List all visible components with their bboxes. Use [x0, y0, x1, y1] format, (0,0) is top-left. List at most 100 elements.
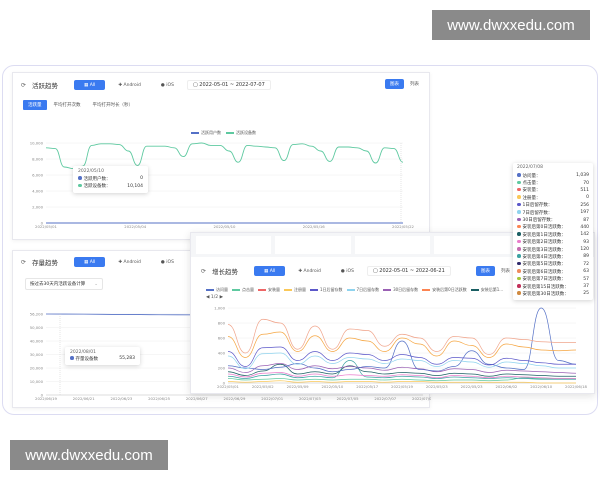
filter-android-button[interactable]: ✚ Android: [291, 266, 328, 276]
tooltip-row: 存量设备数 55,283: [70, 355, 135, 362]
legend-item[interactable]: 30日后留存数: [383, 287, 418, 293]
filter-ios-button[interactable]: ● iOS: [153, 257, 181, 267]
legend-item[interactable]: 点击量: [232, 287, 254, 293]
metric-tabs: 活跃量 平均打开次数 平均打开时长（秒）: [23, 100, 138, 110]
x-tick-label: 2022/05/19: [391, 384, 413, 389]
watermark-top: www.dwxxedu.com: [432, 10, 590, 40]
y-tick-label: 4,000: [32, 188, 43, 193]
y-tick-label: 2,000: [32, 204, 43, 209]
x-tick-label: 2022/07/09: [412, 396, 431, 401]
chart-view-button[interactable]: 图表: [476, 266, 495, 276]
tooltip-row: 安装后第3日活跃数： 120: [517, 246, 589, 253]
legend-item[interactable]: 1日后留存数: [310, 287, 343, 293]
y-tick-label: 10,000: [30, 140, 44, 145]
tooltip-row: 访问量： 1,039: [517, 172, 589, 179]
x-tick-label: 2022/06/25: [148, 396, 170, 401]
y-tick-label: 1,000: [214, 305, 225, 310]
tooltip-row: 30日后留存数： 87: [517, 216, 589, 223]
tab-avg-duration[interactable]: 平均打开时长（秒）: [92, 103, 134, 108]
series-line: [227, 360, 576, 380]
tooltip-row: 安装后第1日活跃数： 142: [517, 231, 589, 238]
date-range-picker[interactable]: ▢ 2022-05-01 ~ 2022-06-21: [366, 266, 451, 276]
filter-all-button[interactable]: ▦ All: [74, 257, 106, 267]
series-line: [227, 318, 576, 355]
summary-card: [434, 236, 510, 254]
y-tick-label: 6,000: [32, 172, 43, 177]
legend-item[interactable]: 安装后第0日活跃数: [422, 287, 467, 293]
date-range-picker[interactable]: ▢ 2022-05-01 ~ 2022-07-07: [186, 80, 271, 90]
legend-item[interactable]: 注册量: [284, 287, 306, 293]
tooltip-row: 7日后留存数： 197: [517, 209, 589, 216]
refresh-icon[interactable]: ⟳: [21, 81, 27, 89]
filter-ios-button[interactable]: ● iOS: [153, 80, 181, 90]
y-tick-label: 800: [218, 320, 226, 325]
x-tick-label: 2022/05/22: [392, 224, 414, 229]
panel-title: 增长趋势: [212, 268, 239, 276]
chart-view-button[interactable]: 图表: [385, 79, 404, 89]
y-tick-label: 56,200: [30, 311, 44, 316]
tooltip-row: 安装后第30日活跃数： 25: [517, 290, 589, 297]
filter-ios-button[interactable]: ● iOS: [333, 266, 361, 276]
series-line: [227, 363, 577, 374]
tooltip-date: 2022/05/10: [78, 169, 104, 174]
active-legend: 活跃用户数 活跃设备数: [191, 130, 256, 136]
x-tick-label: 2022/06/23: [110, 396, 132, 401]
y-tick-label: 40,000: [30, 338, 44, 343]
y-tick-label: 20,000: [30, 365, 44, 370]
refresh-icon[interactable]: ⟳: [201, 267, 207, 275]
y-tick-label: 30,000: [30, 352, 44, 357]
legend-item-devices[interactable]: 活跃设备数: [226, 130, 256, 136]
x-tick-label: 2022/06/10: [530, 384, 552, 389]
legend-pager[interactable]: ◀ 1/2 ▶: [206, 295, 224, 300]
legend-item[interactable]: 安装量: [258, 287, 280, 293]
x-tick-label: 2022/06/21: [73, 396, 95, 401]
active-tooltip: 2022/05/10 活跃用户数： 0 活跃设备数： 10,104: [73, 166, 148, 193]
series-line: [227, 380, 576, 384]
x-tick-label: 2022/05/09: [287, 384, 309, 389]
list-view-button[interactable]: 列表: [406, 79, 423, 89]
tooltip-row: 安装后第4日活跃数： 89: [517, 253, 589, 260]
y-tick-label: 200: [218, 365, 226, 370]
tab-avg-opens[interactable]: 平均打开次数: [53, 103, 81, 108]
filter-all-button[interactable]: ▦ All: [254, 266, 286, 276]
series-line: [227, 346, 576, 367]
list-view-button[interactable]: 列表: [497, 266, 514, 276]
watermark-bottom: www.dwxxedu.com: [10, 440, 168, 470]
x-tick-label: 2022/06/27: [186, 396, 208, 401]
calc-mode-select[interactable]: 按过去30天内活跃设备计算 ⌄: [25, 278, 103, 290]
legend-item-users[interactable]: 活跃用户数: [191, 130, 221, 136]
filter-android-button[interactable]: ✚ Android: [111, 257, 148, 267]
x-tick-label: 2022/05/10: [321, 384, 343, 389]
refresh-icon[interactable]: ⟳: [21, 258, 27, 266]
y-tick-label: 50,000: [30, 325, 44, 330]
x-tick-label: 2022/05/04: [124, 224, 146, 229]
x-tick-label: 2022/06/29: [224, 396, 246, 401]
summary-card: [196, 236, 272, 254]
tab-active-count[interactable]: 活跃量: [23, 100, 47, 110]
legend-item[interactable]: 7日后留存数: [346, 287, 379, 293]
series-line: [227, 352, 576, 370]
legend-item[interactable]: 安装后第1...: [470, 287, 503, 293]
y-tick-label: 10,000: [30, 379, 44, 384]
series-line: [227, 307, 577, 373]
y-tick-label: 8,000: [32, 156, 43, 161]
series-line-active-devices: [45, 142, 404, 170]
y-tick-label: 0: [41, 220, 44, 225]
legend-item[interactable]: 访问量: [206, 287, 228, 293]
x-tick-label: 2022/05/17: [356, 384, 378, 389]
tooltip-row: 安装后第7日活跃数： 57: [517, 275, 589, 282]
filter-all-button[interactable]: ▦ All: [74, 80, 106, 90]
filter-android-button[interactable]: ✚ Android: [111, 80, 148, 90]
x-tick-label: 2022/05/23: [461, 384, 483, 389]
tooltip-row: 安装后第0日活跃数： 440: [517, 224, 589, 231]
series-line: [227, 331, 577, 358]
stock-tooltip: 2022/08/01 存量设备数 55,283: [65, 347, 140, 366]
x-tick-label: 2022/07/05: [337, 396, 359, 401]
tooltip-row: 安装后第15日活跃数： 37: [517, 283, 589, 290]
y-tick-label: 0: [223, 380, 226, 385]
y-tick-label: 600: [218, 335, 226, 340]
summary-card: [354, 236, 431, 254]
x-tick-label: 2022/05/16: [303, 224, 325, 229]
